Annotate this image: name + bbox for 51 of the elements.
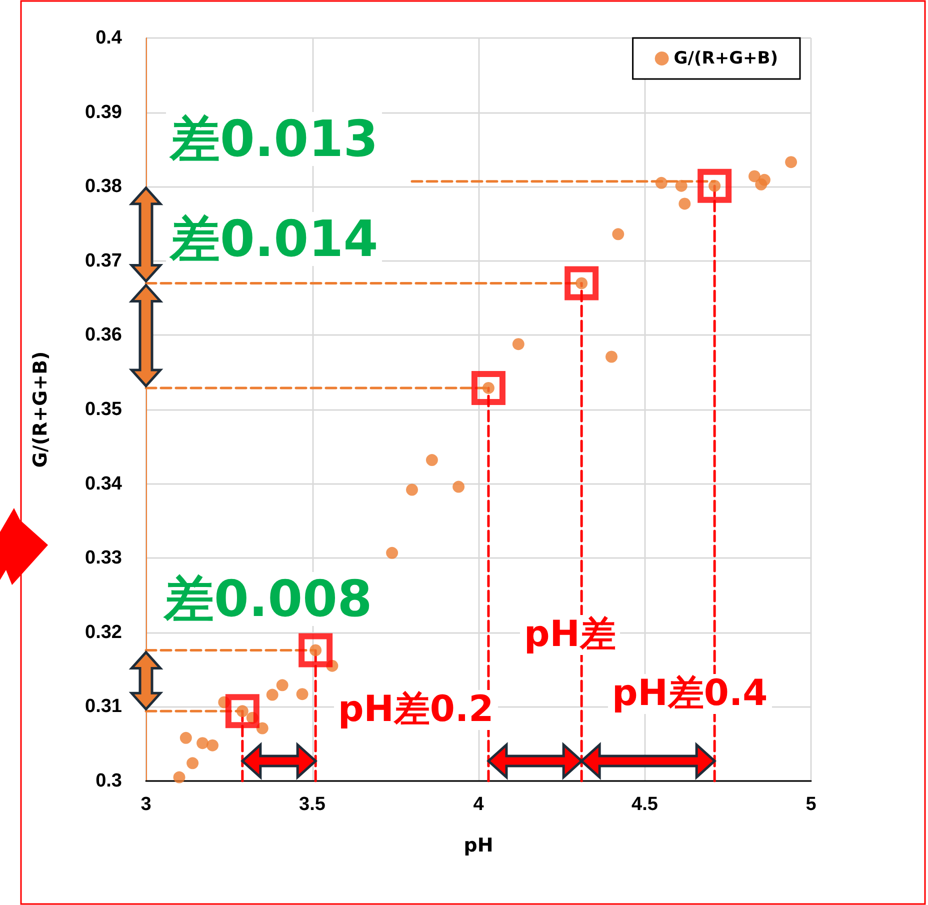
point [406,484,418,496]
annotation: pH差 [520,614,620,655]
x-axis-title: pH [464,834,494,856]
point [758,174,770,186]
point [266,688,278,701]
point [471,370,506,405]
point [180,732,192,744]
legend-label: G/(R+G+B) [674,48,778,68]
point [225,694,260,728]
point [655,176,668,189]
y-tick-label: 0.35 [85,399,122,420]
x-tick-label: 3.5 [299,794,326,815]
point [276,679,288,692]
point [698,168,732,203]
annotation: 差0.013 [166,110,382,168]
y-tick-label: 0.33 [85,548,122,569]
annotation: 差0.014 [166,210,382,268]
point [296,688,308,700]
point [186,757,199,770]
point [678,198,691,210]
point [386,546,398,559]
x-tick-label: 4 [473,794,484,815]
y-axis-title: G/(R+G+B) [30,351,52,468]
y-tick-label: 0.38 [85,176,122,198]
x-tick-label: 5 [806,794,817,815]
point [173,771,186,784]
point [206,739,218,752]
y-tick-label: 0.31 [85,696,122,718]
y-tick-label: 0.34 [85,473,122,494]
y-tick-label: 0.32 [85,622,122,643]
x-tick-label: 3 [140,794,152,815]
y-tick-label: 0.4 [96,28,122,48]
point [426,454,438,466]
y-tick-label: 0.39 [85,102,122,123]
y-tick-label: 0.3 [96,770,122,792]
point [606,350,618,363]
x-tick-label: 4.5 [632,794,658,815]
point [196,737,209,750]
point [612,228,624,240]
point [564,266,599,300]
point [675,180,688,192]
annotation: pH差0.2 [334,689,498,730]
point [452,480,465,493]
point [748,170,760,182]
y-tick-label: 0.36 [85,324,122,346]
annotation: 差0.008 [160,570,376,628]
point [785,156,798,168]
y-tick-label: 0.37 [85,250,122,272]
point [512,338,524,350]
point [298,633,333,668]
annotation: pH差0.4 [608,673,772,714]
